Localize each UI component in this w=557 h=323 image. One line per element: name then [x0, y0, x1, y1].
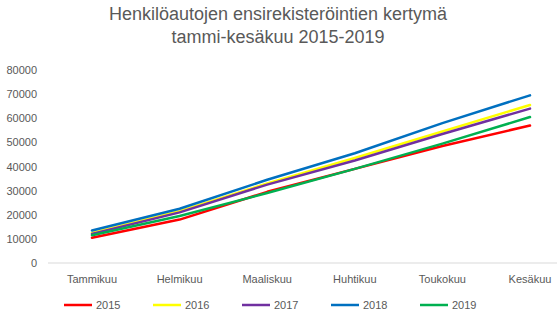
legend-swatch: [420, 304, 448, 307]
legend-swatch: [64, 304, 92, 307]
x-tick-label: Tammikuu: [67, 273, 117, 285]
title-line: Henkilöautojen ensirekisteröintien kerty…: [109, 4, 448, 24]
x-tick-label: Huhtikuu: [333, 273, 376, 285]
legend-swatch: [331, 304, 359, 307]
y-tick-label: 80000: [6, 64, 37, 76]
y-tick-label: 30000: [6, 185, 37, 197]
series-group: [92, 95, 530, 237]
x-tick-label: Kesäkuu: [509, 273, 552, 285]
x-tick-label: Toukokuu: [419, 273, 466, 285]
legend-swatch: [153, 304, 181, 307]
y-tick-label: 60000: [6, 112, 37, 124]
series-line: [92, 95, 530, 230]
y-tick-label: 40000: [6, 161, 37, 173]
y-tick-label: 50000: [6, 136, 37, 148]
chart: Henkilöautojen ensirekisteröintien kerty…: [0, 0, 557, 323]
series-line: [92, 117, 530, 235]
legend-swatch: [242, 304, 270, 307]
x-tick-label: Maaliskuu: [242, 273, 292, 285]
y-tick-label: 0: [31, 257, 37, 269]
legend-label: 2019: [452, 299, 476, 311]
legend-label: 2017: [274, 299, 298, 311]
legend-label: 2016: [185, 299, 209, 311]
legend-label: 2015: [96, 299, 120, 311]
x-axis-line: [48, 263, 557, 264]
x-tick-label: Helmikuu: [157, 273, 203, 285]
y-tick-label: 20000: [6, 209, 37, 221]
y-tick-label: 10000: [6, 233, 37, 245]
title-line: tammi-kesäkuu 2015-2019: [171, 27, 384, 47]
legend-label: 2018: [363, 299, 387, 311]
y-tick-label: 70000: [6, 88, 37, 100]
title: Henkilöautojen ensirekisteröintien kerty…: [109, 4, 448, 47]
